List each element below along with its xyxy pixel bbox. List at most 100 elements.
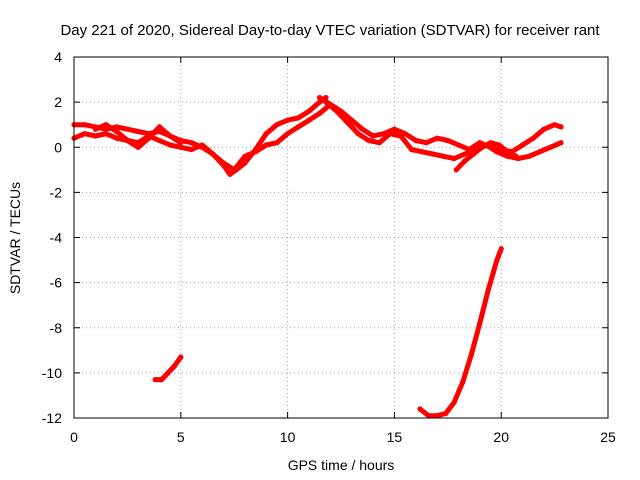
data-point (417, 406, 423, 412)
data-point (370, 133, 376, 139)
x-tick-label: 5 (177, 429, 185, 445)
data-point (188, 146, 195, 153)
data-point (165, 370, 171, 376)
y-tick-label: -2 (50, 184, 63, 200)
data-point (231, 167, 237, 173)
data-point (159, 377, 165, 383)
data-point (171, 363, 177, 369)
data-point (344, 119, 350, 125)
data-point (103, 122, 109, 128)
x-tick-label: 10 (280, 429, 296, 445)
data-point (413, 137, 419, 144)
data-point (477, 140, 483, 146)
data-point (445, 137, 451, 144)
x-axis-label: GPS time / hours (288, 457, 395, 473)
y-tick-label: -4 (50, 230, 63, 246)
data-point (402, 131, 408, 137)
data-point (426, 413, 432, 419)
data-point (558, 124, 564, 130)
data-point (178, 354, 184, 360)
x-tick-label: 25 (600, 429, 616, 445)
data-point (434, 135, 440, 141)
data-point (167, 133, 173, 139)
data-point (82, 122, 88, 128)
data-series (71, 95, 564, 419)
y-tick-label: -8 (50, 320, 63, 336)
data-point (220, 160, 227, 166)
series-line-arc-2 (71, 101, 333, 173)
data-point (552, 122, 558, 128)
data-point (242, 153, 248, 159)
data-point (513, 153, 519, 159)
x-tick-label: 15 (387, 429, 403, 445)
data-point (423, 140, 429, 146)
data-point (376, 140, 382, 146)
data-point (135, 128, 141, 135)
data-point (210, 151, 216, 157)
x-tick-label: 20 (493, 429, 509, 445)
data-point (274, 140, 280, 146)
data-point (541, 126, 547, 132)
x-tick-labels: 0 5 10 15 20 25 (70, 429, 616, 445)
data-point (349, 117, 355, 123)
data-point (496, 142, 502, 148)
data-point (114, 135, 120, 141)
y-tick-labels: -12 -10 -8 -6 -4 -2 0 2 4 (42, 49, 62, 426)
data-point (430, 151, 436, 157)
data-point (178, 140, 184, 146)
data-point (317, 95, 323, 101)
data-point (485, 286, 491, 292)
data-point (92, 126, 98, 132)
data-point (295, 115, 301, 121)
data-point (334, 108, 340, 114)
data-point (146, 135, 152, 141)
y-tick-label: -6 (50, 275, 63, 291)
data-point (462, 158, 468, 164)
data-point (520, 142, 526, 148)
data-point (443, 410, 449, 417)
data-point (487, 140, 494, 146)
axis-ticks (73, 56, 609, 419)
data-point (526, 153, 532, 159)
data-point (124, 126, 130, 132)
data-point (530, 135, 536, 141)
y-tick-label: 2 (54, 94, 62, 110)
data-point (391, 126, 397, 132)
data-point (398, 133, 404, 139)
data-point (323, 99, 329, 105)
data-point (419, 149, 425, 155)
data-point (477, 320, 483, 326)
data-point (178, 144, 184, 150)
data-point (188, 140, 195, 146)
data-point (274, 122, 280, 128)
data-point (479, 144, 485, 150)
data-point (366, 137, 372, 144)
data-point (263, 142, 269, 148)
data-point (355, 131, 361, 137)
data-point (253, 149, 259, 155)
data-point (558, 140, 564, 146)
y-tick-label: -12 (42, 410, 62, 426)
y-tick-label: -10 (42, 365, 62, 381)
y-tick-label: 4 (54, 49, 62, 65)
data-point (460, 379, 466, 385)
y-axis-label: SDTVAR / TECUs (7, 182, 23, 294)
data-point (227, 171, 233, 177)
data-point (440, 153, 447, 159)
grid-lines (74, 57, 608, 418)
data-point (455, 142, 462, 148)
data-point (92, 133, 98, 139)
data-point (317, 110, 323, 116)
data-point (498, 246, 504, 252)
data-point (359, 126, 365, 132)
data-point (199, 142, 205, 148)
data-point (451, 399, 457, 405)
data-point (468, 352, 474, 358)
data-point (408, 146, 415, 153)
data-point (470, 151, 476, 157)
series-line-arc-4 (152, 354, 184, 383)
data-point (124, 137, 130, 144)
data-point (453, 167, 459, 173)
data-point (387, 131, 393, 137)
